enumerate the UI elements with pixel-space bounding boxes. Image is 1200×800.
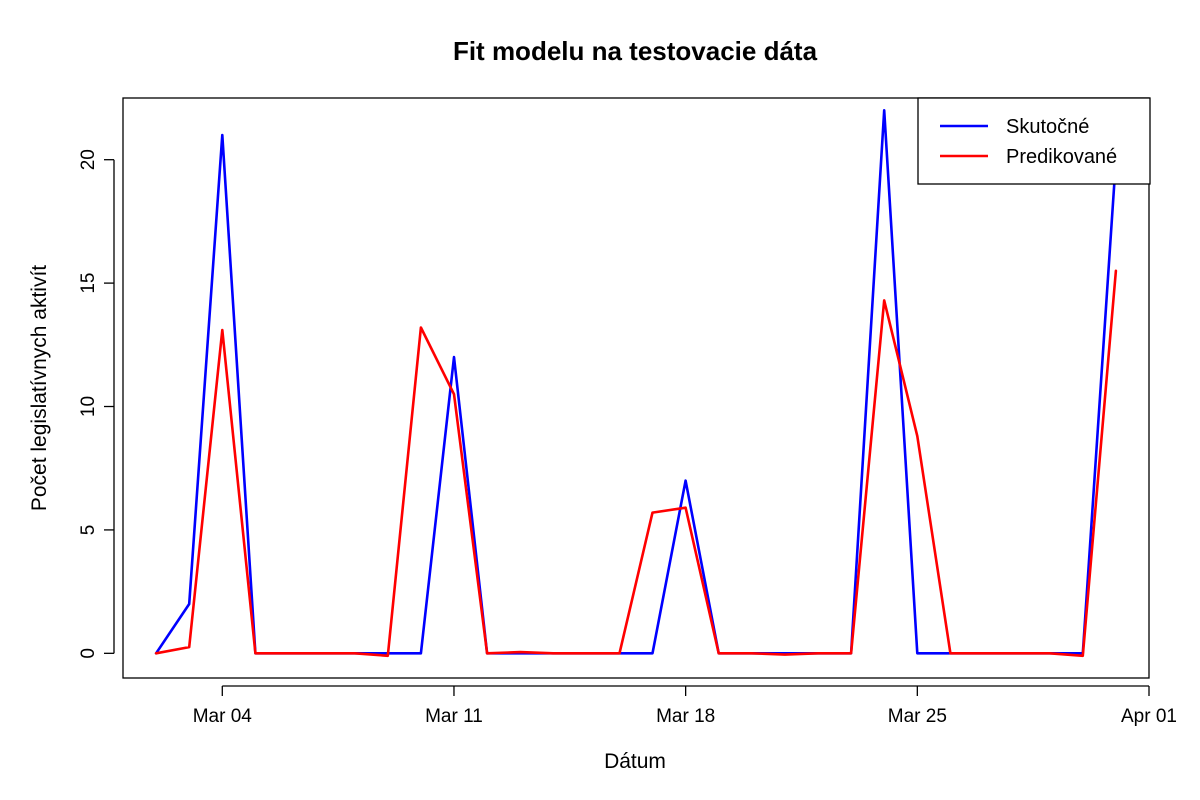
legend-label: Predikované <box>1006 146 1117 168</box>
chart-title: Fit modelu na testovacie dáta <box>453 36 818 66</box>
x-tick-label: Apr 01 <box>1121 706 1177 727</box>
series-layer <box>154 109 1118 658</box>
plot-frame <box>122 97 1150 679</box>
legend-label: Skutočné <box>1006 116 1089 138</box>
series-line-actual <box>154 109 1118 655</box>
x-tick-label: Mar 11 <box>425 706 483 727</box>
legend: Skutočné Predikované <box>917 97 1151 185</box>
x-tick-label: Mar 04 <box>193 706 253 727</box>
x-tick-label: Mar 18 <box>656 706 715 727</box>
x-axis: Mar 04 Mar 11 Mar 18 Mar 25 Apr 01 <box>193 685 1177 727</box>
y-tick-label: 10 <box>78 396 99 417</box>
y-tick-label: 0 <box>78 648 99 659</box>
legend-box <box>917 97 1151 185</box>
y-tick-label: 15 <box>78 273 99 294</box>
y-axis: 0 5 10 15 20 <box>78 149 115 659</box>
series-line-predicted <box>154 269 1118 658</box>
y-tick-label: 5 <box>78 525 99 536</box>
y-axis-label: Počet legislatívnych aktivít <box>28 265 51 511</box>
y-tick-label: 20 <box>78 149 99 170</box>
x-axis-label: Dátum <box>604 750 666 773</box>
x-tick-label: Mar 25 <box>888 706 947 727</box>
